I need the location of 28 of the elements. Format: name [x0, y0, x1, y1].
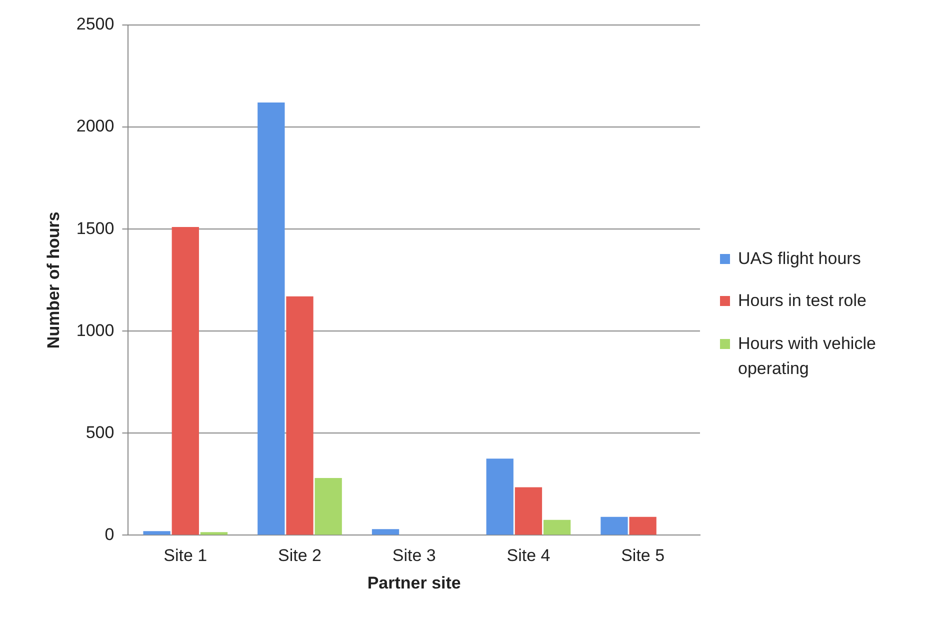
y-tick-label: 1000 — [76, 320, 114, 340]
y-axis-title: Number of hours — [44, 212, 63, 349]
y-tick-label: 0 — [104, 524, 114, 544]
bar — [286, 296, 314, 535]
bar — [172, 227, 199, 535]
legend-label: Hours with vehicle operating — [738, 333, 877, 380]
bar — [543, 520, 571, 535]
bar — [143, 531, 170, 535]
legend-label: UAS flight hours — [738, 248, 861, 270]
bar — [314, 478, 342, 535]
bar — [514, 487, 542, 535]
y-tick-label: 2000 — [76, 116, 114, 136]
bar — [258, 102, 285, 535]
y-tick-label: 1500 — [76, 218, 114, 238]
bar — [200, 532, 228, 535]
x-tick-label: Site 4 — [506, 546, 550, 566]
bar — [486, 458, 514, 535]
x-tick-label: Site 5 — [621, 546, 665, 566]
x-tick-label: Site 1 — [164, 546, 208, 566]
legend-label: Hours in test role — [738, 290, 866, 312]
y-tick-label: 2500 — [76, 14, 114, 34]
bar — [372, 529, 400, 535]
x-tick-label: Site 2 — [278, 546, 322, 566]
x-tick-label: Site 3 — [392, 546, 436, 566]
y-tick-label: 500 — [86, 422, 114, 442]
x-axis-title: Partner site — [367, 573, 461, 592]
bar — [600, 516, 628, 535]
bar — [629, 516, 656, 535]
